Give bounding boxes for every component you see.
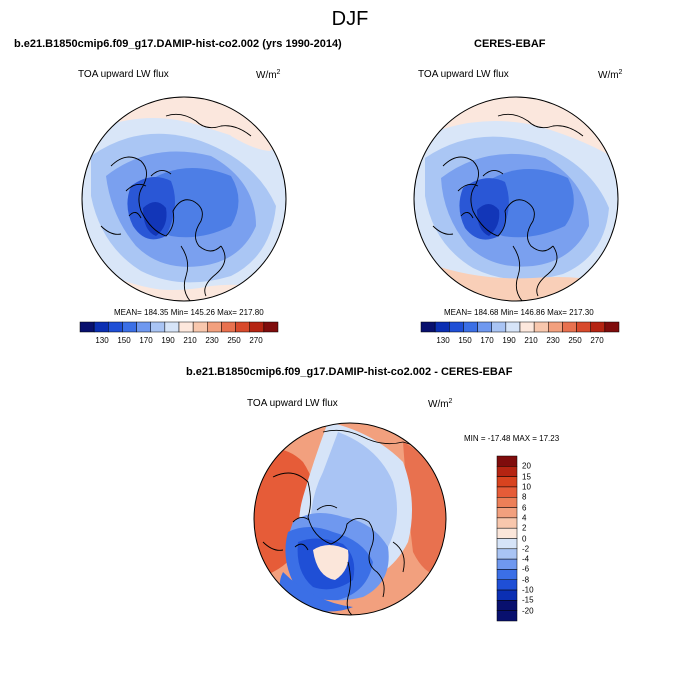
colorbar-box [122, 321, 137, 333]
colorbar-box [235, 321, 250, 333]
colorbar-box [548, 321, 563, 333]
colorbar-box [496, 538, 518, 550]
colorbar-box [505, 321, 521, 333]
colorbar-box [249, 321, 265, 333]
model-colorbar [79, 321, 279, 333]
colorbar-tick-label: 230 [205, 336, 219, 345]
colorbar-tick-label: 170 [480, 336, 494, 345]
colorbar-box [496, 527, 518, 539]
diff-panel-title: b.e21.B1850cmip6.f09_g17.DAMIP-hist-co2.… [186, 366, 513, 378]
colorbar-tick-label: -20 [522, 606, 534, 616]
colorbar-box [496, 589, 518, 601]
colorbar-box [108, 321, 123, 333]
colorbar-box [604, 321, 620, 333]
diff-colorbar-ticks: 20 15 10 8 6 4 2 0 -2 -4 -6 -8 -10 -15 -20 [520, 456, 550, 621]
colorbar-tick-label: -4 [522, 554, 530, 564]
colorbar-box [519, 321, 535, 333]
colorbar-box [93, 321, 109, 333]
colorbar-tick-label: 130 [95, 336, 109, 345]
colorbar-box [449, 321, 464, 333]
colorbar-tick-label: 170 [139, 336, 153, 345]
colorbar-box [221, 321, 236, 333]
colorbar-box [590, 321, 606, 333]
figure-title: DJF [331, 8, 369, 30]
colorbar-tick-label: -8 [522, 575, 530, 585]
colorbar-box [496, 476, 518, 488]
colorbar-box [150, 321, 166, 333]
colorbar-box [178, 321, 194, 333]
obs-colorbar [420, 321, 620, 333]
colorbar-box [496, 579, 518, 591]
diff-variable-label: TOA upward LW flux [247, 398, 338, 409]
colorbar-box [207, 321, 222, 333]
colorbar-box [192, 321, 208, 333]
colorbar-box [463, 321, 478, 333]
colorbar-box [562, 321, 577, 333]
obs-variable-label: TOA upward LW flux [418, 69, 509, 80]
colorbar-tick-label: 190 [161, 336, 175, 345]
colorbar-tick-label: -6 [522, 564, 530, 574]
colorbar-box [496, 548, 518, 560]
colorbar-tick-label: 150 [458, 336, 472, 345]
colorbar-tick-label: 250 [568, 336, 582, 345]
model-panel-title: b.e21.B1850cmip6.f09_g17.DAMIP-hist-co2.… [14, 38, 342, 50]
colorbar-box [477, 321, 492, 333]
colorbar-tick-label: 270 [590, 336, 604, 345]
colorbar-box [576, 321, 591, 333]
colorbar-box [164, 321, 180, 333]
colorbar-tick-label: 15 [522, 472, 531, 482]
colorbar-box [79, 321, 95, 333]
colorbar-box [420, 321, 436, 333]
obs-colorbar-ticks: 130 150 170 190 210 230 250 270 [421, 336, 619, 348]
obs-polar-map [413, 96, 619, 302]
colorbar-box [434, 321, 450, 333]
model-colorbar-ticks: 130 150 170 190 210 230 250 270 [80, 336, 278, 348]
colorbar-box [496, 517, 518, 529]
colorbar-box [496, 497, 518, 508]
colorbar-box [496, 455, 518, 467]
colorbar-tick-label: -2 [522, 544, 530, 554]
colorbar-tick-label: -10 [522, 585, 534, 595]
obs-stats: MEAN= 184.68 Min= 146.86 Max= 217.30 [444, 308, 594, 317]
model-stats: MEAN= 184.35 Min= 145.26 Max= 217.80 [114, 308, 264, 317]
colorbar-tick-label: 20 [522, 461, 531, 471]
colorbar-box [491, 321, 507, 333]
colorbar-tick-label: 230 [546, 336, 560, 345]
diff-colorbar [496, 455, 518, 622]
diff-stats: MIN = -17.48 MAX = 17.23 [464, 434, 560, 443]
colorbar-box [496, 466, 518, 477]
colorbar-box [496, 558, 518, 570]
colorbar-tick-label: 6 [522, 503, 527, 513]
colorbar-tick-label: 210 [183, 336, 197, 345]
obs-panel-title: CERES-EBAF [474, 38, 546, 50]
colorbar-tick-label: 2 [522, 523, 527, 533]
colorbar-box [496, 569, 518, 580]
colorbar-tick-label: -15 [522, 595, 534, 605]
obs-units-label: W/m2 [598, 69, 623, 81]
colorbar-tick-label: 270 [249, 336, 263, 345]
colorbar-box [496, 507, 518, 519]
colorbar-tick-label: 0 [522, 534, 527, 543]
model-variable-label: TOA upward LW flux [78, 69, 169, 80]
diff-units-label: W/m2 [428, 398, 453, 410]
colorbar-box [496, 486, 518, 498]
model-units-label: W/m2 [256, 69, 281, 81]
colorbar-box [136, 321, 151, 333]
colorbar-tick-label: 4 [522, 513, 527, 523]
colorbar-tick-label: 150 [117, 336, 131, 345]
colorbar-box [533, 321, 549, 333]
colorbar-tick-label: 10 [522, 482, 531, 492]
colorbar-box [496, 610, 518, 622]
colorbar-box [263, 321, 279, 333]
colorbar-tick-label: 8 [522, 492, 527, 502]
colorbar-tick-label: 250 [227, 336, 241, 345]
colorbar-tick-label: 130 [436, 336, 450, 345]
colorbar-box [496, 600, 518, 611]
diff-polar-map [253, 422, 447, 616]
colorbar-tick-label: 210 [524, 336, 538, 345]
model-polar-map [81, 96, 287, 302]
colorbar-tick-label: 190 [502, 336, 516, 345]
